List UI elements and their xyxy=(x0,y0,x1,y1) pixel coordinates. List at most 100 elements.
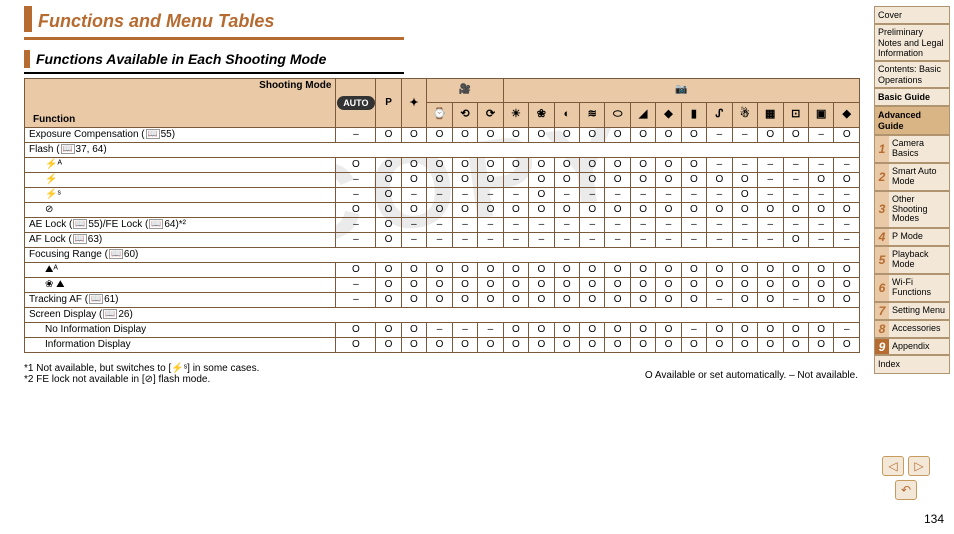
sidebar-chapter[interactable]: 1Camera Basics xyxy=(874,135,950,163)
matrix-cell: – xyxy=(336,233,376,248)
matrix-cell: O xyxy=(478,278,503,293)
matrix-cell: O xyxy=(783,263,808,278)
matrix-cell: O xyxy=(783,233,808,248)
matrix-cell: O xyxy=(630,323,655,338)
sidebar: Cover Preliminary Notes and Legal Inform… xyxy=(874,0,954,385)
matrix-cell: O xyxy=(427,158,453,173)
matrix-cell: O xyxy=(401,278,426,293)
matrix-cell: – xyxy=(580,188,605,203)
mode-icon: ▣ xyxy=(816,108,826,120)
matrix-cell: O xyxy=(452,278,477,293)
matrix-cell: – xyxy=(503,233,528,248)
sidebar-chapter[interactable]: 8Accessories xyxy=(874,320,950,338)
sidebar-index[interactable]: Index xyxy=(874,355,950,373)
matrix-cell: – xyxy=(336,278,376,293)
sidebar-cover[interactable]: Cover xyxy=(874,6,950,24)
matrix-cell: O xyxy=(834,203,860,218)
sidebar-chapter[interactable]: 9Appendix xyxy=(874,338,950,356)
function-label-cell: Focusing Range (📖60) xyxy=(25,248,860,263)
matrix-cell: – xyxy=(707,158,732,173)
function-label-cell: Tracking AF (📖61) xyxy=(25,293,336,308)
matrix-cell: – xyxy=(656,218,681,233)
shooting-mode-label: Shooting Mode xyxy=(29,79,335,93)
matrix-cell: O xyxy=(656,173,681,188)
sidebar-chapter[interactable]: 7Setting Menu xyxy=(874,302,950,320)
matrix-cell: – xyxy=(478,218,503,233)
function-label-cell: Screen Display (📖26) xyxy=(25,308,860,323)
chapter-label: Smart Auto Mode xyxy=(889,164,949,190)
matrix-cell: O xyxy=(580,158,605,173)
matrix-cell: O xyxy=(783,278,808,293)
matrix-cell: – xyxy=(401,188,426,203)
subtitle-row: Functions Available in Each Shooting Mod… xyxy=(24,50,866,68)
matrix-cell: O xyxy=(336,323,376,338)
function-label-cell: ⚡ xyxy=(25,173,336,188)
mode-auto: AUTO xyxy=(337,96,374,110)
sidebar-chapter[interactable]: 6Wi-Fi Functions xyxy=(874,274,950,302)
function-label-cell: Exposure Compensation (📖55) xyxy=(25,128,336,143)
matrix-cell: O xyxy=(376,218,401,233)
matrix-cell: O xyxy=(758,128,783,143)
matrix-cell: O xyxy=(376,128,401,143)
page-title-row: Functions and Menu Tables xyxy=(24,10,866,32)
mode-icon: ☀ xyxy=(511,108,521,120)
sidebar-chapter[interactable]: 3Other Shooting Modes xyxy=(874,191,950,229)
matrix-cell: – xyxy=(808,233,833,248)
sidebar-chapter[interactable]: 2Smart Auto Mode xyxy=(874,163,950,191)
matrix-cell: O xyxy=(529,278,554,293)
sidebar-preliminary[interactable]: Preliminary Notes and Legal Information xyxy=(874,24,950,61)
mode-icon: ◐ xyxy=(563,108,570,120)
sidebar-contents[interactable]: Contents: Basic Operations xyxy=(874,61,950,88)
matrix-cell: O xyxy=(580,203,605,218)
matrix-cell: O xyxy=(529,323,554,338)
matrix-cell: O xyxy=(808,278,833,293)
matrix-cell: – xyxy=(554,218,579,233)
chapter-label: P Mode xyxy=(889,229,949,245)
matrix-cell: O xyxy=(758,263,783,278)
matrix-cell: – xyxy=(452,188,477,203)
nav-prev-button[interactable]: ◁ xyxy=(882,456,904,476)
matrix-cell: O xyxy=(707,263,732,278)
matrix-cell: O xyxy=(630,158,655,173)
matrix-cell: – xyxy=(783,188,808,203)
matrix-cell: – xyxy=(427,323,453,338)
matrix-cell: – xyxy=(580,218,605,233)
function-label-cell: Information Display xyxy=(25,338,336,353)
matrix-cell: O xyxy=(656,128,681,143)
matrix-cell: – xyxy=(336,218,376,233)
function-label-cell: AE Lock (📖55)/FE Lock (📖64)*² xyxy=(25,218,336,233)
sidebar-advanced-guide[interactable]: Advanced Guide xyxy=(874,106,950,135)
matrix-cell: O xyxy=(478,173,503,188)
sidebar-basic-guide[interactable]: Basic Guide xyxy=(874,88,950,106)
subtitle-mark xyxy=(24,50,30,68)
matrix-cell: – xyxy=(427,188,453,203)
matrix-cell: O xyxy=(732,338,757,353)
mode-icon: ≋ xyxy=(588,108,597,120)
matrix-cell: – xyxy=(834,323,860,338)
matrix-cell: – xyxy=(732,233,757,248)
matrix-cell: – xyxy=(452,218,477,233)
matrix-cell: O xyxy=(783,323,808,338)
matrix-cell: O xyxy=(580,293,605,308)
matrix-cell: O xyxy=(529,263,554,278)
matrix-cell: – xyxy=(452,323,477,338)
sidebar-chapter[interactable]: 5Playback Mode xyxy=(874,246,950,274)
matrix-cell: O xyxy=(478,338,503,353)
sidebar-chapter[interactable]: 4P Mode xyxy=(874,228,950,246)
matrix-cell: – xyxy=(336,293,376,308)
matrix-cell: O xyxy=(336,203,376,218)
nav-return-button[interactable]: ↶ xyxy=(895,480,917,500)
matrix-cell: O xyxy=(681,263,706,278)
nav-next-button[interactable]: ▷ xyxy=(908,456,930,476)
matrix-cell: O xyxy=(656,278,681,293)
matrix-cell: O xyxy=(452,158,477,173)
matrix-cell: O xyxy=(401,323,426,338)
matrix-cell: O xyxy=(656,158,681,173)
movie-group-icon: 🎥 xyxy=(459,84,471,95)
matrix-cell: – xyxy=(605,233,630,248)
matrix-cell: O xyxy=(834,173,860,188)
matrix-cell: O xyxy=(605,278,630,293)
matrix-cell: – xyxy=(834,158,860,173)
matrix-cell: O xyxy=(834,128,860,143)
matrix-cell: – xyxy=(707,293,732,308)
